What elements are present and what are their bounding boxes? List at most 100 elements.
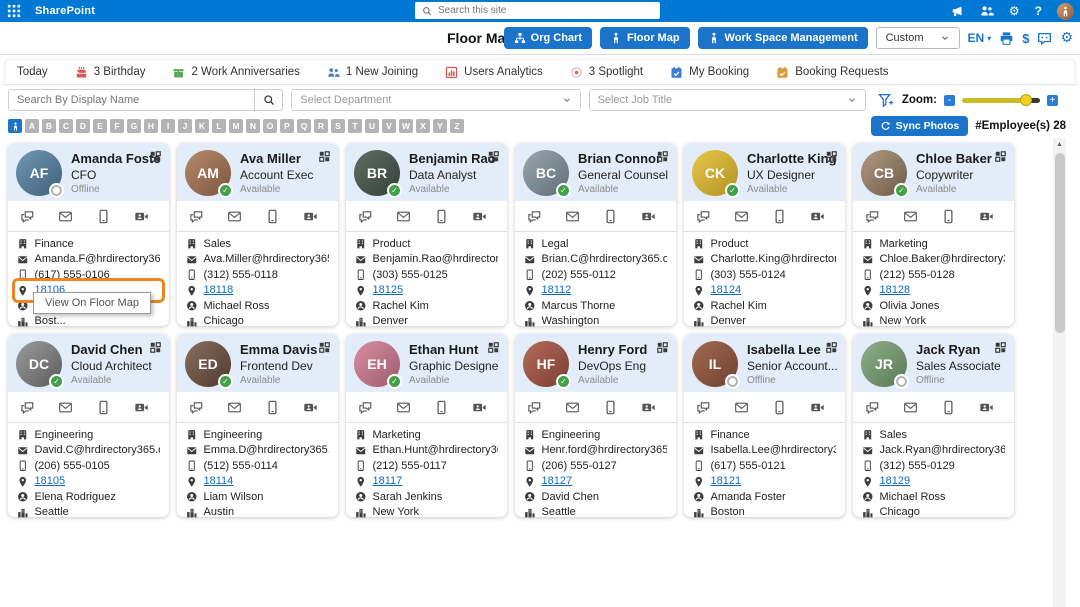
teams-video-icon[interactable] (303, 400, 318, 415)
desk-link[interactable]: 18121 (710, 475, 742, 488)
alphabet-button-F[interactable]: F (110, 119, 124, 133)
alphabet-button-Q[interactable]: Q (297, 119, 311, 133)
teams-video-icon[interactable] (134, 400, 149, 415)
alphabet-button-G[interactable]: G (127, 119, 141, 133)
alphabet-button-A[interactable]: A (25, 119, 39, 133)
view-custom-dropdown[interactable]: Custom (875, 27, 960, 49)
tab-item[interactable]: 3 Spotlight (570, 66, 643, 79)
site-search-box[interactable] (415, 2, 660, 19)
site-search-input[interactable] (438, 5, 653, 16)
alphabet-button-W[interactable]: W (399, 119, 413, 133)
chat-icon[interactable] (189, 209, 204, 224)
search-button[interactable] (254, 90, 283, 110)
chat-icon[interactable] (20, 209, 35, 224)
email-icon[interactable] (227, 400, 242, 415)
floor-map-grid-icon[interactable] (318, 150, 331, 163)
mobile-icon[interactable] (96, 400, 111, 415)
teams-video-icon[interactable] (979, 209, 994, 224)
zoom-in-button[interactable]: + (1047, 94, 1058, 106)
currency-icon[interactable]: $ (1022, 30, 1030, 46)
chat-icon[interactable] (189, 400, 204, 415)
email-icon[interactable] (58, 209, 73, 224)
teams-video-icon[interactable] (303, 209, 318, 224)
mobile-icon[interactable] (265, 400, 280, 415)
share-people-icon[interactable] (980, 4, 994, 18)
sharepoint-brand[interactable]: SharePoint (35, 5, 96, 17)
print-icon[interactable] (999, 31, 1014, 46)
email-icon[interactable] (396, 400, 411, 415)
alphabet-button-U[interactable]: U (365, 119, 379, 133)
alphabet-button-N[interactable]: N (246, 119, 260, 133)
settings-gear-icon[interactable]: ⚙ (1008, 4, 1020, 18)
email-icon[interactable] (903, 209, 918, 224)
floor-map-grid-icon[interactable] (656, 150, 669, 163)
tab-item[interactable]: Users Analytics (445, 66, 543, 79)
desk-link[interactable]: 18112 (541, 284, 572, 297)
floor-map-grid-icon[interactable] (149, 150, 162, 163)
alphabet-button-O[interactable]: O (263, 119, 277, 133)
mobile-icon[interactable] (772, 400, 787, 415)
feedback-icon[interactable] (951, 4, 965, 18)
alphabet-button-D[interactable]: D (76, 119, 90, 133)
alphabet-button-C[interactable]: C (59, 119, 73, 133)
teams-video-icon[interactable] (472, 400, 487, 415)
mobile-icon[interactable] (772, 209, 787, 224)
alphabet-button-P[interactable]: P (280, 119, 294, 133)
teams-video-icon[interactable] (134, 209, 149, 224)
email-icon[interactable] (227, 209, 242, 224)
desk-link[interactable]: 18105 (34, 475, 66, 488)
floor-map-grid-icon[interactable] (994, 150, 1007, 163)
desk-link[interactable]: 18128 (879, 284, 911, 297)
email-icon[interactable] (396, 209, 411, 224)
workspace-management-button[interactable]: Work Space Management (697, 27, 868, 49)
mobile-icon[interactable] (96, 209, 111, 224)
tab-item[interactable]: Today (17, 66, 48, 78)
zoom-slider[interactable] (962, 94, 1040, 106)
tab-item[interactable]: Booking Requests (776, 66, 889, 79)
teams-video-icon[interactable] (472, 209, 487, 224)
mobile-icon[interactable] (434, 209, 449, 224)
scrollbar-thumb[interactable] (1054, 153, 1065, 333)
floor-map-grid-icon[interactable] (318, 341, 331, 354)
alphabet-button-X[interactable]: X (416, 119, 430, 133)
job-title-select[interactable]: Select Job Title (588, 89, 866, 111)
chat-icon[interactable] (865, 400, 880, 415)
floor-map-grid-icon[interactable] (825, 341, 838, 354)
email-icon[interactable] (565, 209, 580, 224)
zoom-slider-handle[interactable] (1020, 94, 1032, 106)
alphabet-button-T[interactable]: T (348, 119, 362, 133)
tab-item[interactable]: My Booking (670, 66, 749, 79)
mobile-icon[interactable] (603, 209, 618, 224)
chat-icon[interactable] (527, 400, 542, 415)
alphabet-all-button[interactable] (8, 119, 22, 133)
floor-map-grid-icon[interactable] (149, 341, 162, 354)
mobile-icon[interactable] (434, 400, 449, 415)
help-icon[interactable]: ? (1034, 4, 1042, 18)
language-dropdown[interactable]: EN ▾ (968, 31, 992, 45)
teams-video-icon[interactable] (810, 209, 825, 224)
email-icon[interactable] (903, 400, 918, 415)
alphabet-button-S[interactable]: S (331, 119, 345, 133)
floor-map-grid-icon[interactable] (994, 341, 1007, 354)
floor-map-button[interactable]: Floor Map (599, 27, 690, 49)
tab-item[interactable]: 1 New Joining (327, 66, 418, 79)
teams-video-icon[interactable] (979, 400, 994, 415)
alphabet-button-Y[interactable]: Y (433, 119, 447, 133)
mobile-icon[interactable] (941, 400, 956, 415)
vertical-scrollbar[interactable]: ▲ (1053, 138, 1066, 607)
tab-item[interactable]: 2 Work Anniversaries (172, 66, 300, 79)
tab-item[interactable]: 3 Birthday (75, 66, 145, 79)
desk-link[interactable]: 18117 (372, 475, 403, 488)
email-icon[interactable] (734, 400, 749, 415)
desk-link[interactable]: 18118 (203, 284, 234, 297)
zoom-out-button[interactable]: - (944, 94, 955, 106)
scroll-up-arrow[interactable]: ▲ (1056, 141, 1063, 148)
teams-video-icon[interactable] (641, 209, 656, 224)
alphabet-button-R[interactable]: R (314, 119, 328, 133)
desk-link[interactable]: 18124 (710, 284, 742, 297)
alphabet-button-E[interactable]: E (93, 119, 107, 133)
sync-photos-button[interactable]: Sync Photos (870, 116, 969, 136)
chat-icon[interactable] (20, 400, 35, 415)
mobile-icon[interactable] (941, 209, 956, 224)
chat-icon[interactable] (527, 209, 542, 224)
